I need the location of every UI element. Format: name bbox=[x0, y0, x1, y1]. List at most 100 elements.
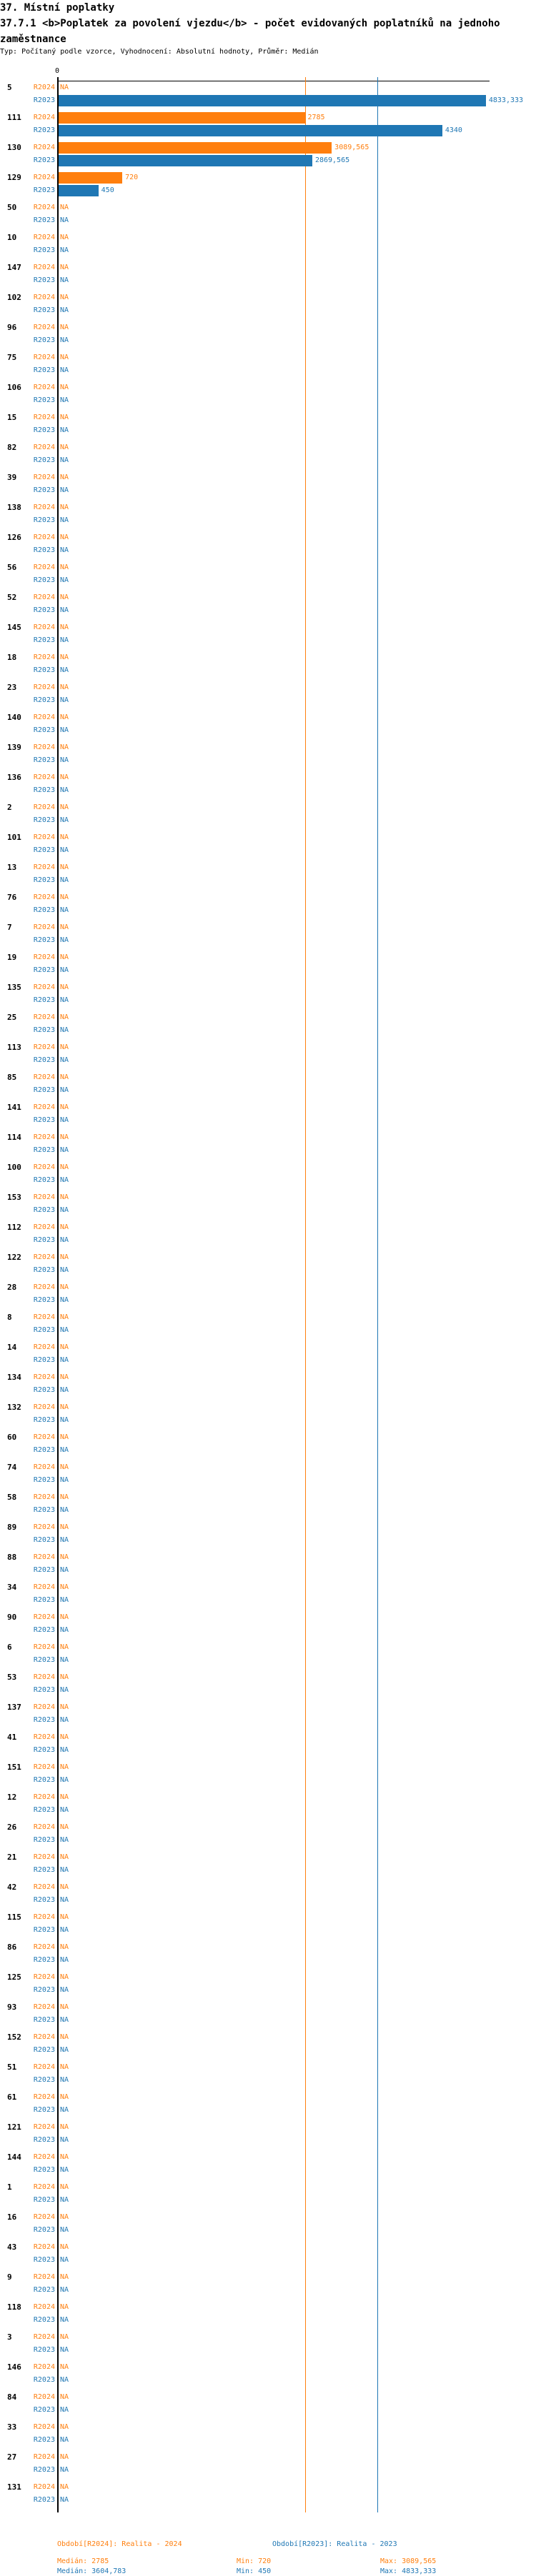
group-label: 28 bbox=[7, 1283, 17, 1292]
series-label-r2023: R2023 bbox=[33, 1716, 55, 1724]
na-label: NA bbox=[60, 473, 69, 481]
na-label: NA bbox=[60, 2016, 69, 2024]
series-label-r2024: R2024 bbox=[33, 2303, 55, 2311]
na-label: NA bbox=[60, 1416, 69, 1424]
na-label: NA bbox=[60, 1536, 69, 1544]
na-label: NA bbox=[60, 666, 69, 674]
series-label-r2023: R2023 bbox=[33, 2166, 55, 2174]
na-label: NA bbox=[60, 264, 69, 271]
na-label: NA bbox=[60, 1356, 69, 1364]
group-label: 7 bbox=[7, 923, 12, 932]
series-label-r2024: R2024 bbox=[33, 1793, 55, 1801]
group-label: 58 bbox=[7, 1493, 17, 1502]
series-label-r2023: R2023 bbox=[33, 1026, 55, 1034]
na-label: NA bbox=[60, 2033, 69, 2041]
na-label: NA bbox=[60, 1493, 69, 1501]
series-label-r2024: R2024 bbox=[33, 473, 55, 481]
data-label: 450 bbox=[101, 186, 114, 194]
series-label-r2024: R2024 bbox=[33, 1943, 55, 1951]
na-label: NA bbox=[60, 426, 69, 434]
na-label: NA bbox=[60, 936, 69, 944]
series-label-r2023: R2023 bbox=[33, 756, 55, 764]
legend-r2024-title: Období[R2024]: Realita - 2024 bbox=[57, 2540, 182, 2548]
series-label-r2023: R2023 bbox=[33, 1926, 55, 1934]
na-label: NA bbox=[60, 756, 69, 764]
group-label: 132 bbox=[7, 1403, 21, 1412]
series-label-r2024: R2024 bbox=[33, 1463, 55, 1471]
series-label-r2023: R2023 bbox=[33, 786, 55, 794]
na-label: NA bbox=[60, 2406, 69, 2414]
na-label: NA bbox=[60, 923, 69, 931]
na-label: NA bbox=[60, 906, 69, 914]
na-label: NA bbox=[60, 294, 69, 301]
na-label: NA bbox=[60, 1943, 69, 1951]
series-label-r2024: R2024 bbox=[33, 1073, 55, 1081]
na-label: NA bbox=[60, 1643, 69, 1651]
na-label: NA bbox=[60, 2063, 69, 2071]
na-label: NA bbox=[60, 2106, 69, 2114]
na-label: NA bbox=[60, 324, 69, 331]
series-label-r2024: R2024 bbox=[33, 1763, 55, 1771]
series-label-r2024: R2024 bbox=[33, 533, 55, 541]
group-label: 86 bbox=[7, 1943, 17, 1952]
group-label: 56 bbox=[7, 563, 17, 572]
series-label-r2024: R2024 bbox=[33, 923, 55, 931]
na-label: NA bbox=[60, 204, 69, 211]
group-label: 88 bbox=[7, 1553, 17, 1562]
group-label: 113 bbox=[7, 1043, 21, 1052]
group-label: 34 bbox=[7, 1583, 17, 1592]
series-label-r2024: R2024 bbox=[33, 1883, 55, 1891]
series-label-r2023: R2023 bbox=[33, 1776, 55, 1784]
na-label: NA bbox=[60, 876, 69, 884]
na-label: NA bbox=[60, 1926, 69, 1934]
group-label: 43 bbox=[7, 2242, 17, 2252]
series-label-r2023: R2023 bbox=[33, 726, 55, 734]
series-label-r2024: R2024 bbox=[33, 1403, 55, 1411]
series-label-r2023: R2023 bbox=[33, 1116, 55, 1124]
median-line-r2024 bbox=[304, 77, 306, 2512]
group-label: 100 bbox=[7, 1163, 21, 1172]
group-label: 139 bbox=[7, 743, 21, 752]
legend-r2023-max: Max: 4833,333 bbox=[380, 2567, 437, 2575]
group-label: 1 bbox=[7, 2182, 12, 2192]
series-label-r2023: R2023 bbox=[33, 2496, 55, 2504]
group-label: 115 bbox=[7, 1913, 21, 1922]
na-label: NA bbox=[60, 2046, 69, 2054]
na-label: NA bbox=[60, 276, 69, 284]
series-label-r2024: R2024 bbox=[33, 1823, 55, 1831]
series-label-r2023: R2023 bbox=[33, 156, 55, 164]
na-label: NA bbox=[60, 1673, 69, 1681]
series-label-r2024: R2024 bbox=[33, 1973, 55, 1981]
na-label: NA bbox=[60, 2363, 69, 2371]
na-label: NA bbox=[60, 1986, 69, 1994]
zero-axis-line bbox=[57, 77, 59, 2512]
na-label: NA bbox=[60, 983, 69, 991]
series-label-r2024: R2024 bbox=[33, 414, 55, 421]
series-label-r2023: R2023 bbox=[33, 1806, 55, 1814]
na-label: NA bbox=[60, 1656, 69, 1664]
series-label-r2023: R2023 bbox=[33, 1446, 55, 1454]
series-label-r2023: R2023 bbox=[33, 2376, 55, 2384]
group-label: 85 bbox=[7, 1073, 17, 1082]
series-label-r2024: R2024 bbox=[33, 1223, 55, 1231]
series-label-r2023: R2023 bbox=[33, 1356, 55, 1364]
legend-r2024-max: Max: 3089,565 bbox=[380, 2557, 437, 2565]
na-label: NA bbox=[60, 1836, 69, 1844]
na-label: NA bbox=[60, 2226, 69, 2234]
na-label: NA bbox=[60, 1266, 69, 1274]
na-label: NA bbox=[60, 1716, 69, 1724]
series-label-r2023: R2023 bbox=[33, 2196, 55, 2204]
series-label-r2024: R2024 bbox=[33, 2243, 55, 2251]
group-label: 134 bbox=[7, 1373, 21, 1382]
series-label-r2024: R2024 bbox=[33, 2363, 55, 2371]
series-label-r2023: R2023 bbox=[33, 966, 55, 974]
na-label: NA bbox=[60, 1866, 69, 1874]
group-label: 111 bbox=[7, 113, 21, 122]
group-label: 138 bbox=[7, 503, 21, 512]
series-label-r2024: R2024 bbox=[33, 204, 55, 211]
na-label: NA bbox=[60, 2286, 69, 2294]
series-label-r2024: R2024 bbox=[33, 1703, 55, 1711]
series-label-r2023: R2023 bbox=[33, 636, 55, 644]
series-label-r2023: R2023 bbox=[33, 1986, 55, 1994]
na-label: NA bbox=[60, 2483, 69, 2491]
